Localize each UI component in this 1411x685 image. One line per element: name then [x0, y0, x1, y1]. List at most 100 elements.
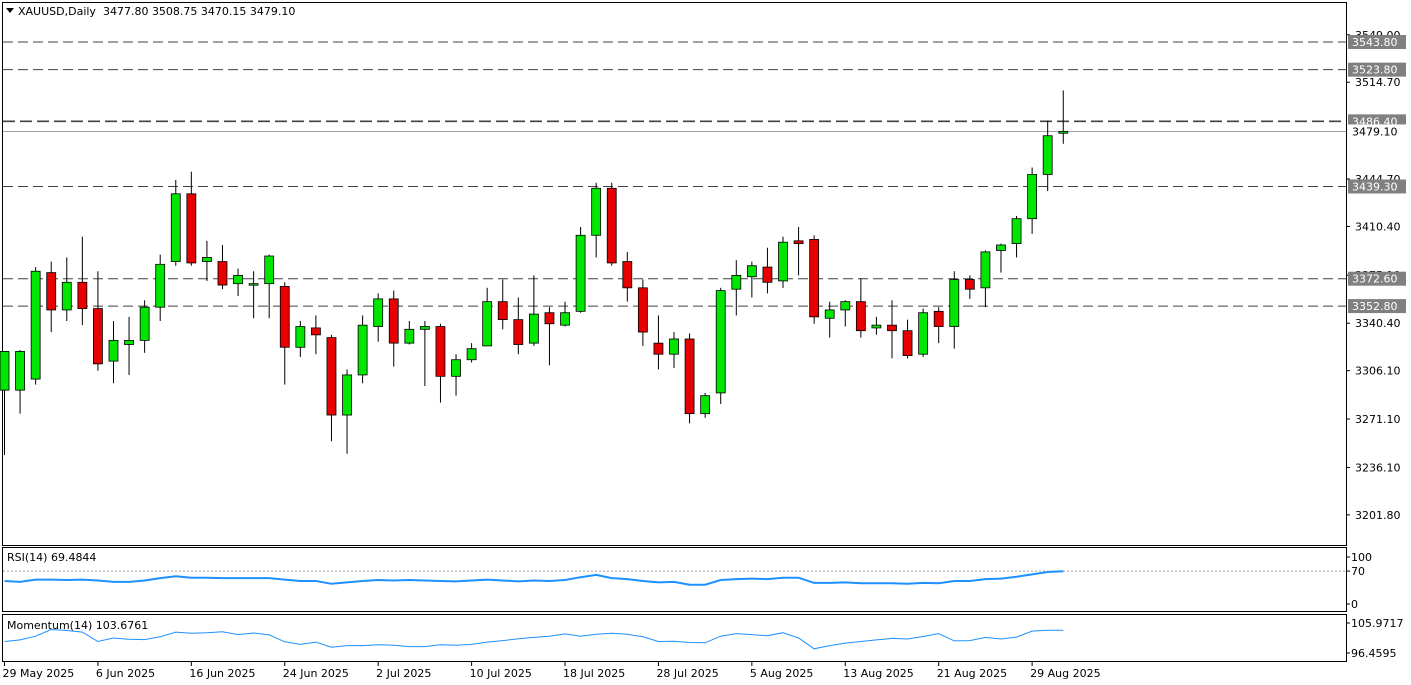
candle-body: [202, 257, 212, 262]
candle-body: [809, 239, 820, 318]
date-tick-label: 21 Aug 2025: [937, 667, 1007, 680]
candle-body: [871, 324, 882, 329]
candle-body: [637, 287, 648, 333]
candle-body: [466, 348, 477, 361]
level-label-box: [1348, 62, 1406, 77]
candle-body: [778, 241, 788, 282]
date-tick-label: 10 Jul 2025: [470, 667, 532, 680]
candle-body: [762, 266, 773, 283]
candle-body: [342, 374, 352, 416]
price-tick-label: 3340.40: [1355, 317, 1401, 330]
rsi-tick-label: 100: [1351, 551, 1372, 564]
candle-body: [840, 301, 851, 311]
candle-body: [233, 274, 243, 285]
candle-body: [310, 327, 321, 336]
candle-body: [482, 301, 493, 347]
main-panel-frame: [2, 2, 1347, 546]
candle-body: [279, 286, 290, 348]
level-label-box: [1348, 271, 1406, 286]
x-axis: 29 May 2025 6 Jun 2025 16 Jun 2025 24 Jun 2…: [3, 662, 1101, 680]
candle-body: [669, 338, 679, 355]
candle-body: [622, 261, 633, 289]
candle-body: [731, 274, 742, 290]
date-tick-label: 18 Jul 2025: [563, 667, 625, 680]
candle-body: [855, 301, 866, 332]
candle-body: [575, 234, 586, 312]
candle-body: [1027, 174, 1038, 220]
level-label: 3543.80: [1352, 36, 1398, 49]
candle-body: [419, 326, 430, 330]
candle-body: [388, 298, 399, 344]
price-tick-label: 3306.10: [1355, 365, 1401, 378]
candle-body: [248, 283, 259, 286]
candle-body: [980, 251, 991, 289]
candle-body: [996, 244, 1006, 251]
level-label: 3372.60: [1352, 273, 1398, 286]
level-label: 3523.80: [1352, 64, 1398, 77]
candle-body: [1011, 218, 1022, 244]
rsi-panel-frame: [2, 547, 1347, 612]
candle-body: [186, 193, 197, 264]
date-tick-label: 5 Aug 2025: [750, 667, 813, 680]
candle-body: [700, 395, 711, 415]
level-label-box: [1348, 299, 1406, 314]
rsi-tick-label: 70: [1351, 565, 1365, 578]
price-tick-label: 3201.80: [1355, 509, 1401, 522]
rsi-label: RSI(14) 69.4844: [7, 551, 97, 564]
candle-body: [15, 351, 25, 391]
date-tick-label: 13 Aug 2025: [843, 667, 913, 680]
price-tick-label: 3236.10: [1355, 461, 1401, 474]
ohlc-readout: 3477.80 3508.75 3470.15 3479.10: [102, 5, 296, 18]
candle-body: [1042, 135, 1053, 175]
date-tick-label: 2 Jul 2025: [376, 667, 431, 680]
momentum-plot: 105.9717 96.4595: [4, 617, 1404, 660]
momentum-tick-label: 105.9717: [1351, 617, 1404, 630]
candle-body: [77, 281, 88, 309]
date-tick-label: 6 Jun 2025: [96, 667, 155, 680]
candle-body: [918, 312, 929, 355]
candle-body: [170, 193, 181, 262]
level-label: 3439.30: [1352, 180, 1398, 193]
momentum-tick-label: 96.4595: [1351, 647, 1397, 660]
rsi-line: [4, 570, 1064, 586]
candle-body: [155, 263, 166, 308]
current-price-box: [1348, 124, 1406, 139]
price-tick-label: 3514.70: [1355, 76, 1401, 89]
candle-body: [715, 290, 726, 394]
candle-body: [217, 261, 228, 286]
candle-body: [933, 310, 944, 327]
candle-body: [497, 301, 508, 321]
candle-body: [61, 281, 72, 311]
price-tick-label: 3410.40: [1355, 220, 1401, 233]
candle-body: [528, 313, 539, 344]
candle-body: [93, 308, 103, 365]
chevron-down-icon[interactable]: [6, 8, 14, 13]
candlestick-plot: 3549.003514.703444.703410.403375.103340.…: [0, 29, 1406, 522]
candle-body: [139, 306, 150, 341]
candle-body: [108, 339, 119, 362]
candle-body: [373, 298, 384, 327]
current-price-label: 3479.10: [1352, 125, 1398, 138]
price-tick-label: 3271.10: [1355, 413, 1401, 426]
candle-body: [124, 339, 134, 345]
candle-body: [684, 338, 695, 415]
momentum-panel-frame: [2, 614, 1347, 662]
candle-body: [964, 279, 975, 290]
date-tick-label: 16 Jun 2025: [189, 667, 255, 680]
candle-body: [295, 326, 306, 348]
candle-body: [793, 240, 804, 244]
level-label-box: [1348, 179, 1406, 194]
date-tick-label: 24 Jun 2025: [283, 667, 349, 680]
candle-body: [46, 272, 57, 311]
level-label-box: [1348, 34, 1406, 49]
candle-body: [326, 337, 337, 416]
candle-body: [435, 326, 446, 377]
candle-body: [902, 330, 913, 356]
candle-body: [264, 255, 275, 285]
candle-body: [0, 351, 10, 391]
date-tick-label: 29 May 2025: [3, 667, 75, 680]
candle-body: [606, 187, 617, 264]
candle-body: [949, 279, 960, 327]
